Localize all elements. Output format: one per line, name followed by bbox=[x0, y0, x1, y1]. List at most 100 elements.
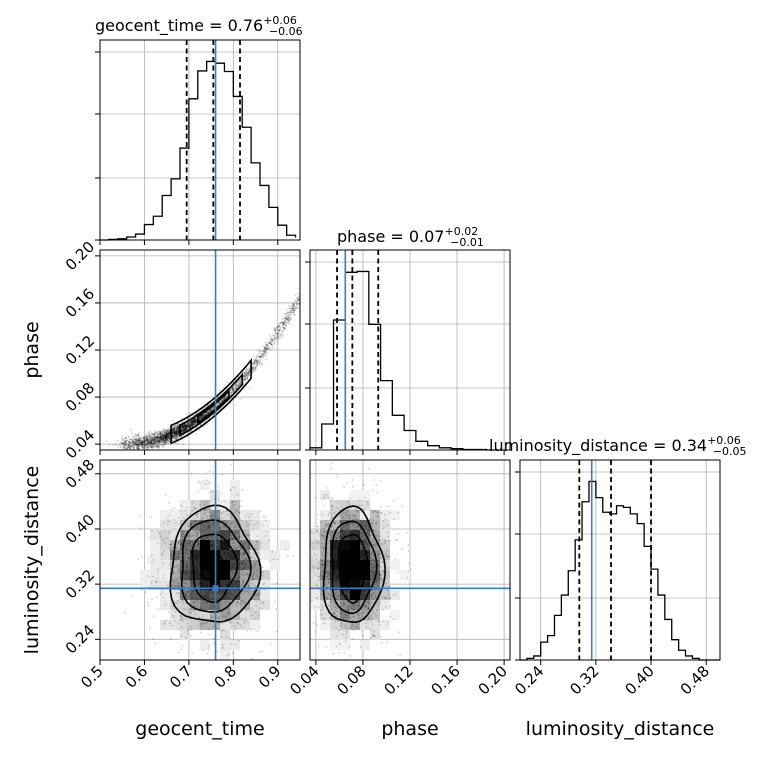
scatter-point bbox=[185, 425, 188, 428]
scatter-point bbox=[184, 427, 187, 430]
scatter-point bbox=[218, 401, 221, 403]
scatter-point bbox=[219, 559, 222, 562]
scatter-point bbox=[256, 362, 259, 365]
scatter-point bbox=[134, 434, 137, 437]
scatter-point bbox=[176, 434, 178, 437]
density-cell bbox=[150, 560, 160, 570]
scatter-point bbox=[212, 564, 215, 566]
scatter-point bbox=[282, 322, 285, 325]
scatter-point bbox=[264, 348, 267, 351]
scatter-point bbox=[182, 424, 185, 427]
scatter-point bbox=[160, 437, 163, 440]
scatter-point bbox=[276, 630, 278, 633]
scatter-point bbox=[157, 444, 160, 447]
scatter-point bbox=[185, 569, 187, 572]
scatter-point bbox=[174, 432, 177, 435]
scatter-point bbox=[191, 595, 194, 598]
scatter-point bbox=[165, 435, 168, 438]
scatter-point bbox=[247, 370, 250, 372]
scatter-point bbox=[180, 435, 183, 438]
density-cell bbox=[170, 560, 180, 570]
scatter-point bbox=[276, 336, 279, 339]
scatter-point bbox=[240, 593, 243, 596]
scatter-point bbox=[208, 526, 211, 529]
scatter-point bbox=[234, 591, 237, 594]
scatter-point bbox=[168, 437, 170, 439]
scatter-point bbox=[245, 372, 248, 375]
scatter-point bbox=[256, 548, 258, 551]
scatter-point bbox=[147, 442, 150, 445]
density-cell bbox=[150, 580, 160, 590]
scatter-point bbox=[205, 537, 208, 540]
scatter-point bbox=[186, 514, 189, 516]
scatter-point bbox=[189, 557, 192, 560]
scatter-point bbox=[243, 553, 246, 555]
scatter-point bbox=[206, 544, 209, 547]
scatter-point bbox=[249, 515, 252, 518]
scatter-point bbox=[188, 557, 191, 559]
scatter-point bbox=[145, 446, 148, 449]
scatter-point bbox=[149, 442, 152, 445]
scatter-point bbox=[175, 432, 178, 435]
scatter-point bbox=[208, 593, 210, 596]
scatter-point bbox=[158, 446, 161, 449]
scatter-point bbox=[165, 432, 168, 435]
scatter-point bbox=[208, 540, 211, 542]
scatter-point bbox=[277, 325, 279, 328]
scatter-point bbox=[128, 436, 131, 439]
scatter-point bbox=[202, 425, 205, 428]
scatter-point bbox=[190, 423, 193, 425]
scatter-point bbox=[192, 424, 195, 427]
scatter-point bbox=[221, 545, 224, 547]
scatter-point bbox=[207, 564, 210, 567]
scatter-point bbox=[184, 426, 187, 429]
scatter-point bbox=[132, 436, 135, 438]
scatter-point bbox=[172, 434, 174, 437]
scatter-point bbox=[129, 438, 132, 441]
scatter-point bbox=[211, 571, 214, 574]
scatter-point bbox=[222, 590, 225, 593]
scatter-point bbox=[291, 308, 294, 310]
scatter-point bbox=[129, 441, 132, 444]
scatter-point bbox=[276, 326, 279, 329]
scatter-point bbox=[125, 439, 128, 441]
scatter-point bbox=[134, 442, 137, 445]
grid bbox=[310, 250, 510, 450]
scatter-point bbox=[181, 424, 184, 427]
scatter-point bbox=[135, 441, 138, 443]
scatter-point bbox=[291, 311, 293, 314]
scatter-point bbox=[143, 440, 146, 443]
scatter-point bbox=[186, 426, 189, 428]
scatter-point bbox=[189, 557, 192, 560]
scatter-point bbox=[252, 355, 255, 358]
scatter-point bbox=[225, 581, 228, 584]
scatter-point bbox=[253, 361, 256, 363]
scatter-point bbox=[159, 436, 162, 439]
scatter-point bbox=[118, 443, 121, 445]
scatter-point bbox=[147, 438, 150, 440]
scatter-point bbox=[181, 425, 183, 428]
scatter-point bbox=[185, 549, 188, 551]
scatter-point bbox=[181, 430, 184, 433]
scatter-point bbox=[234, 561, 237, 564]
scatter-point bbox=[274, 343, 276, 345]
scatter-point bbox=[131, 440, 134, 442]
scatter-point bbox=[296, 306, 298, 309]
scatter-point bbox=[216, 559, 219, 562]
scatter-point bbox=[160, 437, 163, 440]
scatter-point bbox=[175, 431, 177, 433]
scatter-point bbox=[246, 377, 249, 380]
scatter-point bbox=[165, 441, 168, 444]
scatter-point bbox=[203, 503, 206, 506]
scatter-point bbox=[212, 554, 215, 557]
scatter-point bbox=[205, 414, 207, 416]
scatter-point bbox=[194, 557, 197, 560]
scatter-point bbox=[133, 443, 136, 446]
scatter-point bbox=[243, 378, 246, 381]
scatter-point bbox=[249, 547, 252, 550]
scatter-point bbox=[287, 317, 290, 319]
scatter-point bbox=[159, 433, 162, 436]
scatter-point bbox=[131, 441, 134, 444]
scatter-point bbox=[248, 373, 251, 376]
scatter-point bbox=[205, 412, 208, 414]
